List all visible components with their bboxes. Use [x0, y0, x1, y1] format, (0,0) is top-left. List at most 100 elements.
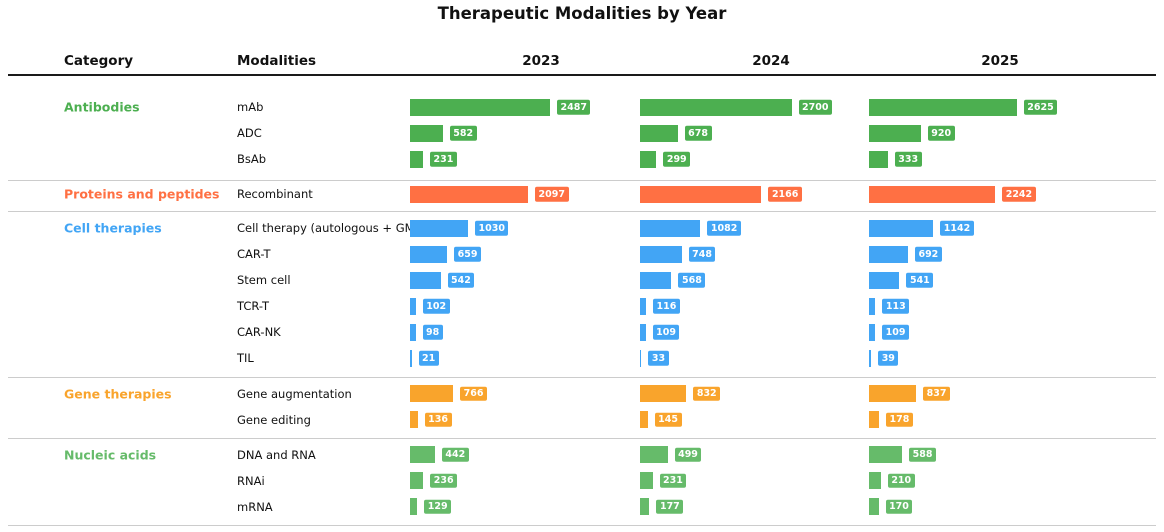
bar-2023	[410, 297, 416, 315]
group-separator	[8, 524, 1156, 526]
modality-label: CAR-NK	[237, 325, 281, 339]
value-label-2023: 98	[422, 324, 443, 340]
modality-row: CAR-NK 98 109 109	[0, 319, 1164, 345]
bar-2025	[869, 124, 921, 142]
bar-2025	[869, 472, 881, 489]
bar-2024	[639, 323, 646, 341]
bar-2024	[639, 411, 648, 428]
modality-row: BsAb 231 299 333	[0, 146, 1164, 172]
column-header-modalities: Modalities	[237, 53, 317, 69]
modality-row: ADC 582 678 920	[0, 120, 1164, 146]
modality-label: Stem cell	[237, 273, 291, 287]
value-label-2024: 748	[688, 246, 716, 262]
value-label-2025: 692	[914, 246, 942, 262]
value-label-2023: 2097	[535, 186, 569, 202]
bar-2023	[410, 271, 441, 289]
modality-row: Stem cell 542 568 541	[0, 267, 1164, 293]
value-label-2023: 236	[430, 473, 458, 488]
bar-2025	[869, 323, 876, 341]
group-separator	[8, 211, 1156, 212]
bar-2023	[410, 472, 424, 489]
value-label-2024: 109	[652, 324, 680, 340]
bar-2024	[639, 185, 762, 203]
modality-label: RNAi	[237, 473, 265, 488]
bar-2024	[639, 98, 792, 116]
modality-label: Recombinant	[237, 187, 313, 201]
value-label-2023: 21	[418, 350, 439, 366]
modality-row: Antibodies mAb 2487 2700 2625	[0, 94, 1164, 120]
modality-row: TCR-T 102 116 113	[0, 293, 1164, 319]
bar-2023	[410, 98, 550, 116]
column-header-category: Category	[64, 53, 134, 69]
value-label-2023: 102	[422, 298, 450, 314]
category-label: Proteins and peptides	[64, 186, 220, 202]
modality-label: mAb	[237, 100, 264, 114]
modality-row: CAR-T 659 748 692	[0, 241, 1164, 267]
value-label-2025: 2625	[1023, 99, 1058, 115]
bar-2025	[869, 446, 903, 463]
bar-2024	[639, 150, 657, 168]
bar-2025	[869, 98, 1017, 116]
modality-label: Gene editing	[237, 412, 311, 427]
bar-2024	[639, 472, 653, 489]
bar-2024	[639, 446, 668, 463]
bar-2023	[410, 498, 418, 515]
modality-row: RNAi 236 231 210	[0, 468, 1164, 494]
value-label-2025: 541	[906, 272, 934, 288]
modality-row: Gene editing 136 145 178	[0, 407, 1164, 433]
bar-2024	[639, 271, 672, 289]
value-label-2023: 2487	[557, 99, 591, 115]
modality-label: Gene augmentation	[237, 386, 352, 401]
value-label-2023: 659	[454, 246, 481, 262]
value-label-2023: 542	[447, 272, 475, 288]
value-label-2025: 837	[923, 386, 950, 401]
value-label-2025: 210	[887, 473, 915, 488]
modality-row: Proteins and peptides Recombinant 2097 2166…	[0, 181, 1164, 207]
value-label-2024: 1082	[707, 220, 741, 236]
group-separator	[8, 180, 1156, 181]
value-label-2024: 145	[654, 412, 682, 427]
bar-2025	[869, 271, 900, 289]
value-label-2024: 116	[653, 298, 680, 314]
value-label-2024: 678	[684, 125, 712, 141]
bar-2025	[869, 498, 879, 515]
value-label-2024: 832	[693, 386, 721, 401]
value-label-2025: 588	[909, 447, 936, 462]
bar-2023	[410, 245, 448, 263]
bar-2024	[639, 124, 678, 142]
column-header-2025: 2025	[981, 53, 1019, 69]
bar-2025	[869, 349, 872, 367]
bar-2025	[869, 219, 934, 237]
chart-title: Therapeutic Modalities by Year	[437, 4, 727, 23]
value-label-2025: 920	[927, 125, 955, 141]
column-header-2024: 2024	[752, 53, 790, 69]
modality-row: mRNA 129 177 170	[0, 494, 1164, 520]
bar-2024	[639, 498, 650, 515]
value-label-2023: 1030	[474, 220, 509, 236]
modality-label: CAR-T	[237, 247, 271, 261]
modality-label: TCR-T	[237, 299, 270, 313]
category-label: Antibodies	[64, 99, 140, 115]
bar-2023	[410, 446, 435, 463]
value-label-2023: 231	[430, 151, 457, 167]
modality-label: mRNA	[237, 499, 273, 514]
value-label-2023: 129	[424, 499, 452, 514]
bar-2023	[410, 411, 418, 428]
bar-2024	[639, 219, 701, 237]
value-label-2023: 766	[460, 386, 487, 401]
bar-2023	[410, 385, 454, 402]
value-label-2025: 39	[878, 350, 899, 366]
value-label-2024: 499	[674, 447, 702, 462]
bar-2024	[639, 385, 687, 402]
bar-2023	[410, 349, 412, 367]
group-separator	[8, 437, 1156, 439]
bar-2024	[639, 349, 642, 367]
modality-row: Nucleic acids DNA and RNA 442 499 588	[0, 442, 1164, 468]
bar-2025	[869, 297, 876, 315]
bar-2025	[869, 411, 880, 428]
value-label-2025: 170	[885, 499, 913, 514]
value-label-2024: 33	[648, 350, 669, 366]
value-label-2024: 177	[656, 499, 684, 514]
modality-label: ADC	[237, 126, 262, 140]
